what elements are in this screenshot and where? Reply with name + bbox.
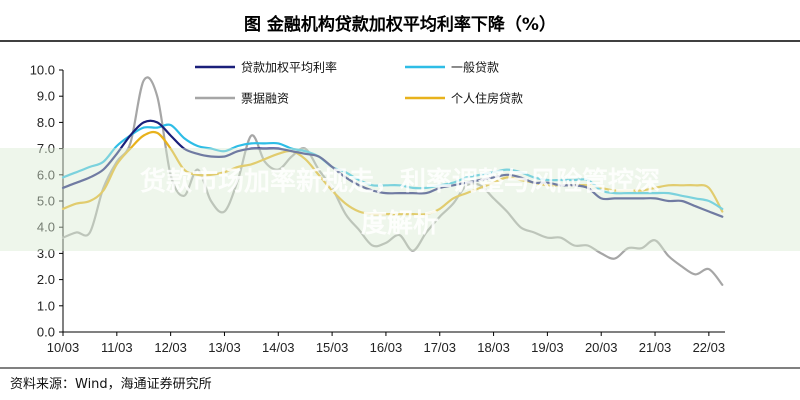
- y-tick-label: 6.0: [37, 167, 55, 182]
- y-tick-label: 0.0: [37, 325, 55, 340]
- x-tick-label: 22/03: [693, 340, 726, 355]
- series-line-bill: [61, 76, 724, 286]
- y-tick-label: 8.0: [37, 115, 55, 130]
- y-tick-label: 5.0: [37, 194, 55, 209]
- y-tick-label: 10.0: [30, 63, 55, 78]
- legend-label-weighted: 贷款加权平均利率: [241, 60, 337, 75]
- x-tick-label: 19/03: [531, 340, 564, 355]
- x-tick-label: 14/03: [262, 340, 295, 355]
- axes: 0.0 1.0 2.0 3.0 4.0 5.0 6.0 7.0 8.0 9.0 10.0 10/03 1…: [30, 63, 725, 356]
- overlay-text-line2: 度解析: [361, 208, 439, 239]
- x-tick-label: 15/03: [316, 340, 349, 355]
- x-tick-label: 11/03: [101, 340, 133, 355]
- series-line-general: [61, 123, 724, 210]
- overlay-text-line1: 货款市场加率新规走，利率调整与风险管控深: [140, 166, 660, 197]
- x-tick-label: 18/03: [477, 340, 510, 355]
- overlay-band: [0, 148, 800, 251]
- y-tick-label: 9.0: [37, 89, 55, 104]
- x-tick-label: 21/03: [639, 340, 672, 355]
- x-tick-label: 10/03: [47, 340, 80, 355]
- x-tick-label: 12/03: [154, 340, 187, 355]
- y-tick-label: 4.0: [37, 220, 55, 235]
- legend-label-mortgage: 个人住房贷款: [451, 91, 523, 106]
- series-line-weighted: [61, 119, 724, 218]
- y-tick-label: 1.0: [37, 298, 55, 313]
- y-tick-label: 3.0: [37, 246, 55, 261]
- series-line-mortgage: [61, 130, 724, 216]
- y-tick-label: 7.0: [37, 141, 55, 156]
- legend-label-bill: 票据融资: [241, 92, 289, 106]
- x-tick-label: 17/03: [423, 340, 456, 355]
- source-note: 资料来源：Wind，海通证券研究所: [10, 376, 212, 392]
- legend-label-general: 一般贷款: [451, 60, 499, 75]
- y-tick-label: 2.0: [37, 272, 55, 287]
- x-tick-label: 16/03: [370, 340, 403, 355]
- series-lines: [61, 76, 724, 286]
- chart-title: 图 金融机构贷款加权平均利率下降（%）: [244, 14, 556, 35]
- x-tick-label: 20/03: [585, 340, 618, 355]
- x-tick-label: 13/03: [208, 340, 241, 355]
